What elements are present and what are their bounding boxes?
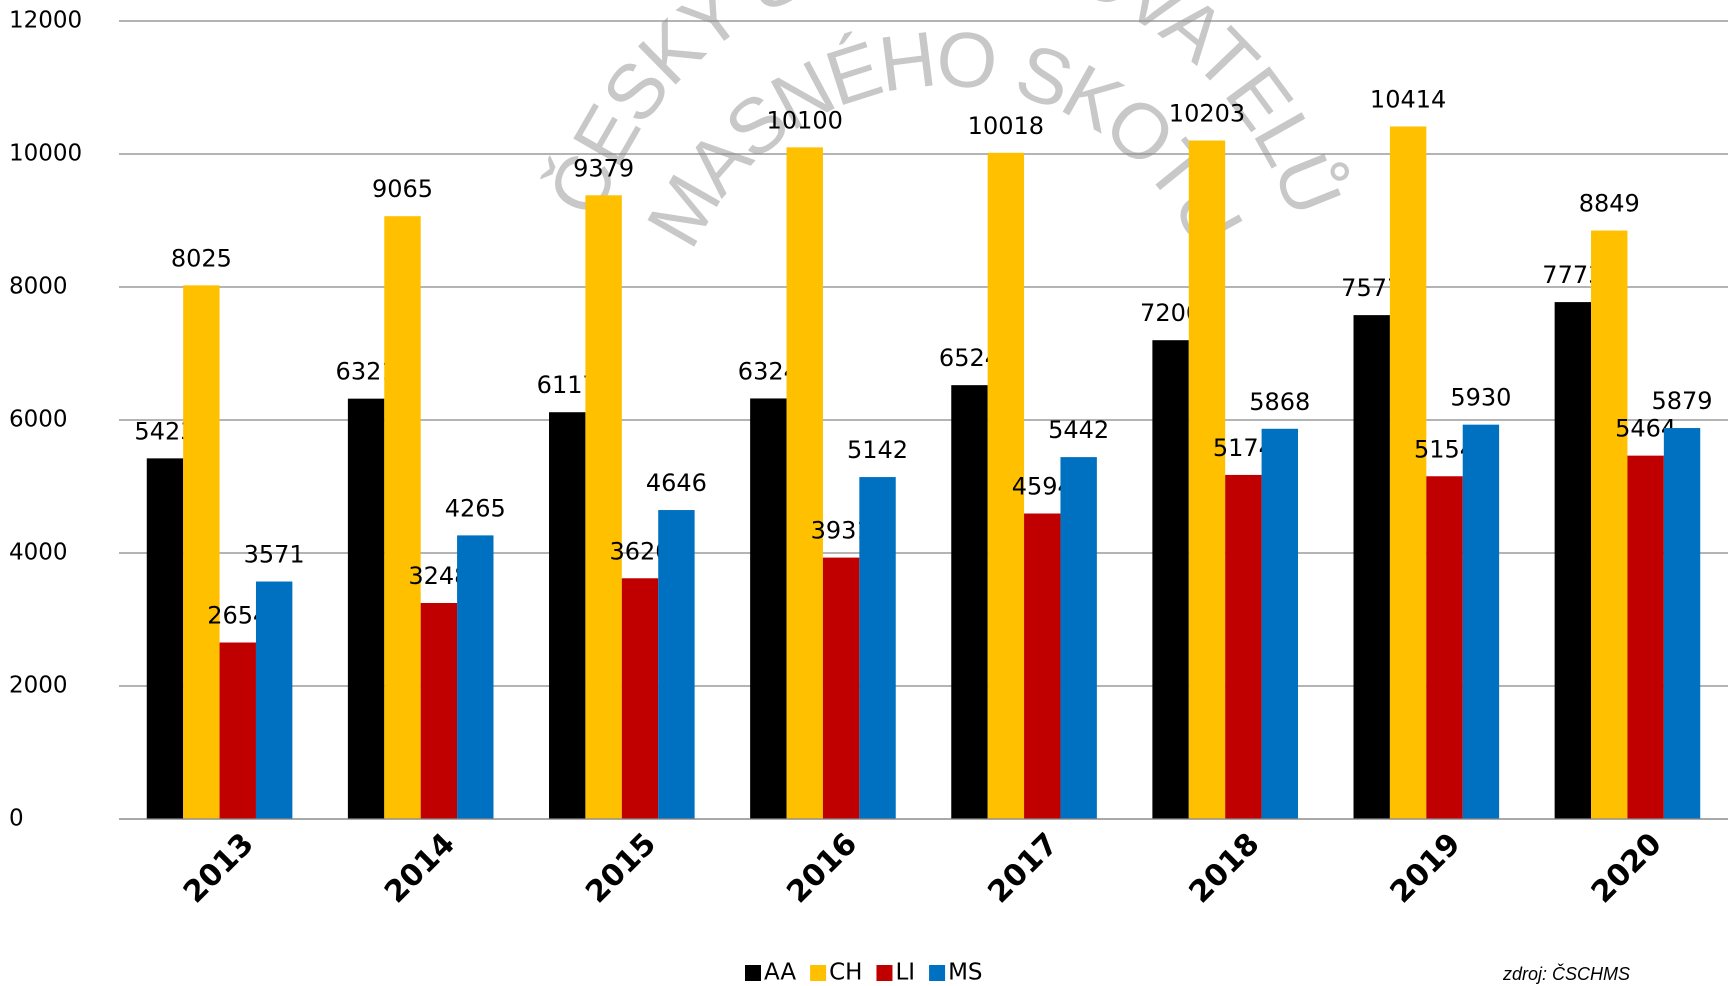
bar — [1664, 428, 1700, 819]
data-label: 4265 — [445, 494, 506, 522]
bar — [1262, 429, 1298, 819]
data-label: 4646 — [646, 469, 707, 497]
bar — [1024, 513, 1060, 819]
x-tick-label: 2015 — [579, 826, 663, 910]
bar — [1463, 425, 1499, 819]
legend-swatch — [876, 965, 892, 981]
x-tick-label: 2016 — [780, 826, 864, 910]
bar — [1060, 457, 1096, 819]
bar — [183, 285, 219, 819]
source: zdroj: ČSCHMS — [1502, 963, 1630, 984]
y-tick-label: 12000 — [9, 8, 82, 34]
y-tick-label: 6000 — [9, 407, 68, 433]
bar — [457, 535, 493, 819]
bar — [750, 398, 786, 819]
data-label: 9065 — [372, 175, 433, 203]
bar — [384, 216, 420, 819]
legend-label: MS — [948, 960, 982, 986]
bar — [220, 643, 256, 819]
bar — [622, 578, 658, 819]
bar — [787, 147, 823, 819]
bar — [859, 477, 895, 819]
bar — [256, 582, 292, 819]
bar — [585, 195, 621, 819]
legend-swatch — [745, 965, 761, 981]
bar — [147, 458, 183, 819]
bar — [658, 510, 694, 819]
legend-label: AA — [764, 960, 796, 986]
bar — [1152, 340, 1188, 819]
data-label: 9379 — [573, 154, 634, 182]
data-label: 5142 — [847, 436, 908, 464]
y-tick-label: 10000 — [9, 141, 82, 167]
x-tick-label: 2014 — [378, 826, 462, 910]
data-label: 5442 — [1048, 416, 1109, 444]
x-tick-label: 2017 — [981, 826, 1065, 910]
legend-label: CH — [829, 960, 862, 986]
bar — [1555, 302, 1591, 819]
bar — [421, 603, 457, 819]
data-label: 8849 — [1579, 190, 1640, 218]
data-label: 10100 — [767, 106, 843, 134]
y-tick-label: 2000 — [9, 673, 68, 699]
data-label: 5868 — [1249, 388, 1310, 416]
bar — [348, 399, 384, 819]
data-label: 3571 — [244, 541, 305, 569]
data-label: 5879 — [1651, 387, 1712, 415]
data-label: 8025 — [171, 244, 232, 272]
legend-swatch — [810, 965, 826, 981]
bar — [1225, 475, 1261, 819]
bar — [549, 412, 585, 819]
bar — [1354, 315, 1390, 819]
y-tick-label: 8000 — [9, 274, 68, 300]
bar — [951, 385, 987, 819]
x-tick-label: 2018 — [1183, 826, 1267, 910]
bar — [1627, 456, 1663, 819]
bar — [823, 558, 859, 819]
bar — [1591, 231, 1627, 819]
bar — [1426, 476, 1462, 819]
data-label: 10018 — [968, 112, 1044, 140]
data-label: 5930 — [1450, 384, 1511, 412]
legend-swatch — [929, 965, 945, 981]
chart: ČESKÝ SVAZ CHOVATELŮ MASNÉHO SKOTU zdroj… — [0, 0, 1728, 986]
data-label: 10414 — [1370, 85, 1446, 113]
x-tick-label: 2019 — [1384, 826, 1468, 910]
y-tick-label: 4000 — [9, 540, 68, 566]
data-label: 10203 — [1169, 100, 1245, 128]
legend-label: LI — [895, 960, 915, 986]
x-tick-label: 2020 — [1585, 826, 1669, 910]
y-tick-label: 0 — [9, 806, 24, 832]
bar — [1390, 126, 1426, 819]
x-tick-label: 2013 — [177, 826, 261, 910]
bar — [1189, 141, 1225, 819]
